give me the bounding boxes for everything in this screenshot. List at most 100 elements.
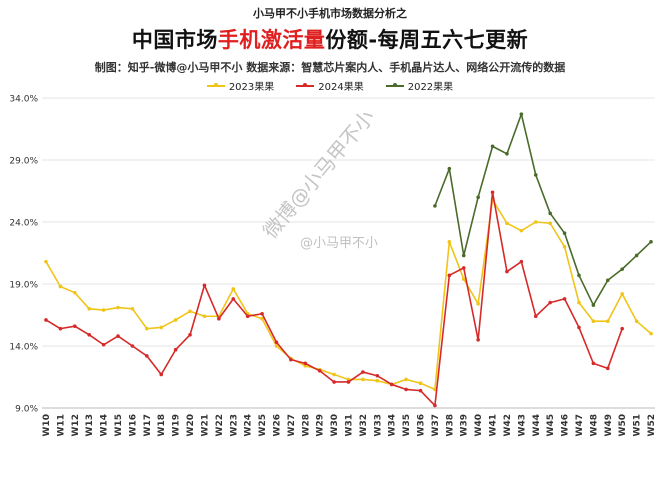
grid-lines [42, 97, 655, 409]
data-point [605, 366, 610, 371]
data-point [620, 267, 624, 271]
data-point [202, 283, 207, 288]
data-point [433, 403, 437, 408]
y-tick-label: 29.0% [9, 157, 38, 167]
data-point [447, 166, 452, 171]
data-point [274, 344, 279, 348]
data-point [73, 324, 77, 328]
data-point [620, 326, 624, 331]
data-point [116, 334, 120, 338]
data-point [274, 340, 279, 345]
x-tick-label: W37 [431, 414, 441, 436]
data-point [461, 253, 466, 258]
data-point [145, 326, 149, 331]
x-tick-label: W36 [417, 414, 427, 436]
y-tick-label: 34.0% [9, 95, 38, 105]
data-point [361, 370, 365, 374]
data-point [476, 195, 480, 199]
data-point [634, 253, 639, 258]
x-tick-label: W52 [647, 414, 657, 436]
data-point [418, 388, 423, 393]
data-point [303, 364, 308, 368]
data-point [116, 305, 120, 310]
data-point [591, 303, 596, 307]
data-point [260, 311, 264, 316]
x-tick-label: W14 [100, 414, 110, 436]
legend-label-2023: 2023果果 [228, 82, 275, 93]
x-tick-label: W33 [373, 414, 383, 436]
data-point [173, 347, 178, 352]
series-2023果果 [44, 197, 653, 392]
data-point [505, 269, 509, 274]
data-point [130, 307, 135, 311]
data-point [289, 357, 293, 362]
data-point [188, 333, 192, 337]
x-tick-label: W13 [85, 414, 95, 436]
axis-labels: 9.0% 14.0% 19.0% 24.0% 29.0% 34.0% W10 W11 W12 W1… [9, 95, 657, 437]
x-tick-label: W10 [42, 414, 52, 436]
data-point [605, 319, 610, 324]
data-point [620, 292, 624, 296]
data-point [447, 240, 452, 244]
data-point [404, 377, 408, 382]
data-point [58, 284, 63, 289]
x-tick-label: W45 [546, 414, 556, 436]
x-tick-label: W31 [345, 414, 355, 436]
series-2022果果 [433, 112, 653, 307]
data-point [461, 277, 466, 281]
data-point [562, 297, 567, 301]
legend-label-2022: 2022果果 [407, 82, 454, 93]
y-tick-label: 24.0% [9, 219, 38, 229]
x-tick-label: W11 [56, 414, 66, 436]
data-point [577, 325, 581, 330]
data-point [245, 314, 250, 319]
data-point [130, 344, 135, 348]
x-tick-label: W38 [445, 414, 455, 436]
data-point [548, 300, 552, 305]
data-point [173, 318, 178, 322]
chart-legend: 2023果果 2024果果 2022果果 [0, 78, 660, 93]
watermark-small: @小马甲不小 [300, 236, 379, 251]
data-point [44, 259, 48, 264]
series-line [434, 113, 652, 306]
data-point [418, 381, 423, 386]
data-point [634, 319, 639, 324]
x-tick-label: W28 [301, 414, 311, 436]
data-point [260, 316, 264, 321]
data-point [476, 338, 480, 342]
data-point [303, 361, 308, 366]
legend-item-2022: 2022果果 [385, 78, 454, 93]
y-tick-label: 14.0% [9, 343, 38, 353]
data-point [101, 342, 106, 347]
data-point [404, 387, 408, 392]
data-point [346, 380, 351, 384]
data-point [58, 326, 63, 331]
data-point [562, 245, 567, 249]
data-point [375, 373, 380, 378]
data-point [591, 319, 596, 324]
x-tick-label: W15 [114, 414, 124, 436]
data-point [505, 152, 509, 156]
legend-swatch-2024 [296, 83, 315, 87]
y-tick-label: 9.0% [15, 405, 38, 415]
data-point [562, 231, 567, 235]
x-tick-label: W16 [128, 414, 138, 436]
data-point [159, 372, 164, 377]
data-point [202, 314, 207, 319]
legend-swatch-2023 [206, 83, 225, 87]
data-point [533, 173, 538, 177]
data-point [332, 372, 336, 377]
x-tick-label: W41 [489, 414, 499, 436]
x-tick-label: W34 [388, 414, 398, 436]
x-tick-label: W17 [143, 414, 153, 436]
chart-title: 中国市场手机激活量份额-每周五六七更新 [0, 24, 660, 54]
x-tick-label: W50 [618, 414, 628, 436]
data-point [101, 308, 106, 312]
x-tick-label: W12 [71, 414, 81, 436]
data-point [433, 204, 437, 208]
data-point [231, 287, 236, 291]
x-tick-label: W42 [503, 414, 513, 436]
data-point [317, 369, 322, 373]
data-point [577, 273, 581, 278]
